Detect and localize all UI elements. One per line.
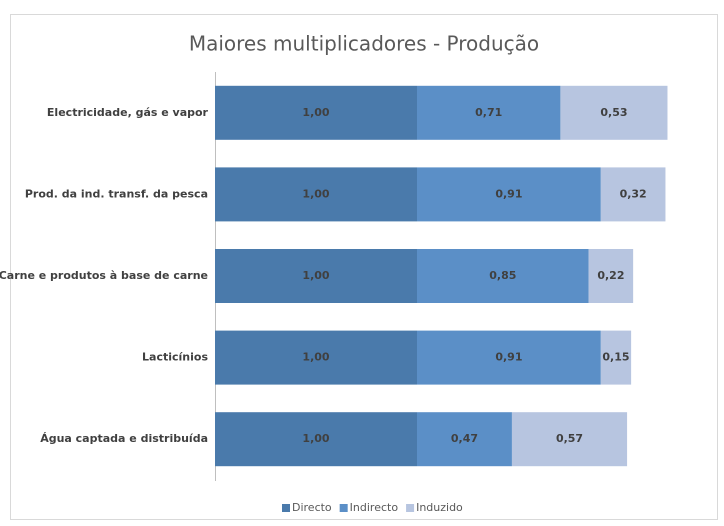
y-tick-label: Electricidade, gás e vapor (47, 106, 209, 119)
bar-segment (215, 167, 417, 222)
bar-segment (417, 249, 589, 303)
bar-segment (215, 249, 417, 303)
legend-label: Directo (292, 501, 332, 514)
bar-segment (600, 167, 666, 222)
legend-swatch (339, 504, 348, 512)
y-tick-label: Água captada e distribuída (40, 432, 208, 445)
legend-label: Indirecto (350, 501, 399, 514)
y-tick-label: Prod. da ind. transf. da pesca (25, 187, 208, 200)
data-label: 0,91 (495, 187, 522, 200)
bar-segment (588, 249, 634, 303)
data-label: 0,47 (451, 432, 478, 445)
bar-segment (511, 412, 628, 467)
data-label: 1,00 (302, 269, 329, 282)
data-label: 1,00 (302, 187, 329, 200)
data-label: 0,15 (602, 351, 629, 364)
bar-segment (215, 330, 417, 385)
data-label: 0,53 (600, 106, 627, 119)
data-label: 0,22 (597, 269, 624, 282)
bar-segment (417, 412, 512, 467)
legend-swatch (282, 504, 290, 512)
data-label: 1,00 (302, 106, 329, 119)
bar-segment (417, 330, 601, 385)
bar-segment (417, 167, 601, 222)
legend-label: Induzido (416, 501, 463, 514)
bar-segment (600, 330, 632, 385)
data-label: 0,57 (556, 432, 583, 445)
bar-segment (215, 412, 417, 467)
bar-segment (417, 85, 561, 140)
data-label: 1,00 (302, 432, 329, 445)
y-tick-label: Carne e produtos à base de carne (0, 269, 208, 282)
legend-swatch (406, 504, 415, 512)
data-label: 1,00 (302, 351, 329, 364)
bar-segment (560, 85, 668, 140)
data-label: 0,91 (495, 351, 522, 364)
chart-title: Maiores multiplicadores - Produção (189, 32, 539, 56)
data-label: 0,85 (489, 269, 516, 282)
y-tick-label: Lacticínios (142, 351, 208, 364)
data-label: 0,71 (475, 106, 502, 119)
data-label: 0,32 (620, 187, 647, 200)
bar-segment (215, 85, 417, 140)
